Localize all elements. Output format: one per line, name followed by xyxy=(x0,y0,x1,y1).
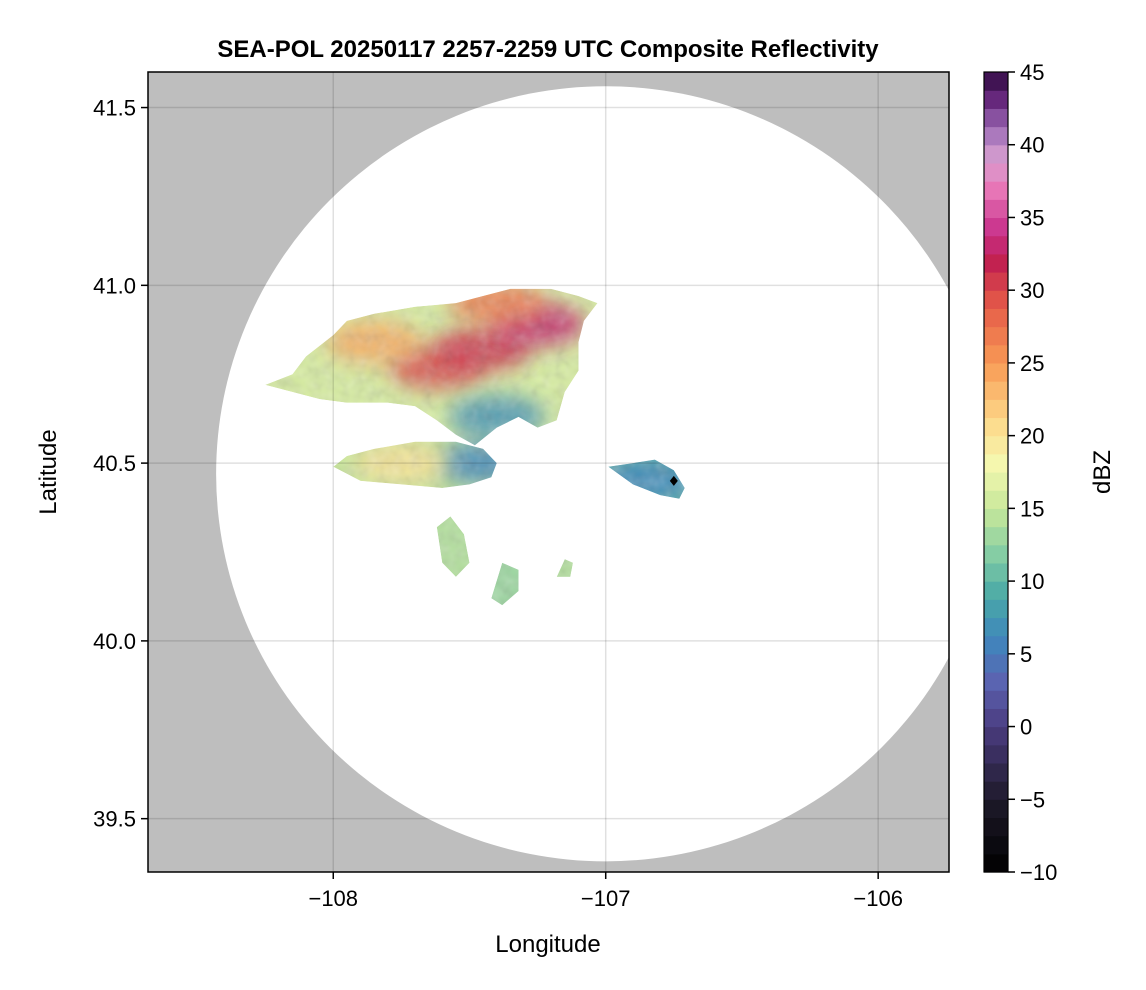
colorbar-segment xyxy=(984,690,1008,709)
colorbar-tick-label: 45 xyxy=(1020,60,1044,85)
colorbar-segment xyxy=(984,417,1008,437)
radar-coverage-circle xyxy=(216,86,949,862)
colorbar-segment xyxy=(984,817,1008,837)
colorbar: −10 −5 0 5 10 15 20 25 30 35 40 45 xyxy=(983,60,1057,885)
y-axis-label: Latitude xyxy=(35,429,62,514)
colorbar-segment xyxy=(984,108,1008,128)
colorbar-tick-label: 5 xyxy=(1020,642,1032,667)
x-axis: −108 −107 −106 xyxy=(308,872,903,911)
colorbar-segment xyxy=(984,253,1008,273)
echo-layer xyxy=(265,288,685,606)
echo-texture xyxy=(265,288,598,446)
colorbar-segment xyxy=(984,90,1008,109)
chart-title: SEA-POL 20250117 2257-2259 UTC Composite… xyxy=(217,36,879,63)
echo-texture xyxy=(333,441,497,488)
colorbar-segment xyxy=(984,326,1008,346)
colorbar-tick-label: −10 xyxy=(1020,860,1057,885)
colorbar-segment xyxy=(984,181,1008,200)
y-tick-label: 41.0 xyxy=(93,273,136,298)
echo-region xyxy=(556,559,573,577)
x-axis-label: Longitude xyxy=(495,931,600,958)
colorbar-tick-label: 35 xyxy=(1020,205,1044,230)
colorbar-tick-label: 30 xyxy=(1020,278,1044,303)
echo-region xyxy=(491,562,519,606)
colorbar-segment xyxy=(984,72,1008,91)
colorbar-tick-label: 15 xyxy=(1020,496,1044,521)
colorbar-tick-label: 20 xyxy=(1020,424,1044,449)
colorbar-segment xyxy=(984,490,1008,509)
y-tick-label: 39.5 xyxy=(93,807,136,832)
colorbar-segment xyxy=(984,126,1008,146)
colorbar-segment xyxy=(984,472,1008,491)
colorbar-segment xyxy=(984,744,1008,764)
colorbar-segment xyxy=(984,162,1008,182)
echo-texture xyxy=(491,562,519,606)
colorbar-label: dBZ xyxy=(1089,450,1116,494)
colorbar-frame xyxy=(983,71,1009,873)
y-tick-label: 40.5 xyxy=(93,451,136,476)
colorbar-segment xyxy=(984,653,1008,673)
echo-region xyxy=(333,441,497,488)
colorbar-segment xyxy=(984,508,1008,528)
colorbar-tick-label: 40 xyxy=(1020,133,1044,158)
colorbar-segment xyxy=(984,272,1008,291)
echo-region xyxy=(265,288,598,446)
colorbar-segment xyxy=(984,217,1008,237)
colorbar-tick-label: −5 xyxy=(1020,787,1045,812)
colorbar-segment xyxy=(984,835,1008,855)
echo-texture xyxy=(436,516,470,577)
colorbar-segment xyxy=(984,781,1008,800)
echo-region xyxy=(436,516,470,577)
radar-site-marker xyxy=(669,475,678,486)
colorbar-segment xyxy=(984,853,1008,873)
colorbar-tick-label: 25 xyxy=(1020,351,1044,376)
colorbar-segment xyxy=(984,599,1008,619)
colorbar-segment xyxy=(984,581,1008,600)
colorbar-segment xyxy=(984,435,1008,455)
colorbar-segment xyxy=(984,562,1008,582)
colorbar-segment xyxy=(984,799,1008,819)
plot-frame xyxy=(147,71,950,873)
echo-texture xyxy=(556,559,573,577)
colorbar-segment xyxy=(984,235,1008,255)
x-tick-label: −108 xyxy=(308,886,358,911)
colorbar-tick-label: 0 xyxy=(1020,715,1032,740)
colorbar-segment xyxy=(984,381,1008,400)
colorbar-segment xyxy=(984,453,1008,473)
colorbar-segment xyxy=(984,290,1008,309)
colorbar-segment xyxy=(984,672,1008,691)
colorbar-segment xyxy=(984,526,1008,546)
colorbar-segment xyxy=(984,144,1008,164)
colorbar-segment xyxy=(984,344,1008,364)
colorbar-tick-label: 10 xyxy=(1020,569,1044,594)
colorbar-segment xyxy=(984,617,1008,637)
colorbar-segment xyxy=(984,308,1008,328)
x-tick-label: −107 xyxy=(581,886,631,911)
colorbar-segment xyxy=(984,399,1008,419)
colorbar-segment xyxy=(984,635,1008,655)
colorbar-segment xyxy=(984,362,1008,382)
x-tick-label: −106 xyxy=(853,886,903,911)
y-tick-label: 40.0 xyxy=(93,629,136,654)
plot-area xyxy=(147,71,950,873)
echo-texture xyxy=(608,459,685,499)
echo-region xyxy=(608,459,685,499)
grid-lines xyxy=(148,72,949,872)
y-axis: 39.5 40.0 40.5 41.0 41.5 xyxy=(93,96,148,832)
colorbar-segment xyxy=(984,726,1008,746)
colorbar-segment xyxy=(984,762,1008,782)
colorbar-segment xyxy=(984,199,1008,219)
y-tick-label: 41.5 xyxy=(93,96,136,121)
colorbar-segment xyxy=(984,544,1008,564)
colorbar-segment xyxy=(984,708,1008,728)
